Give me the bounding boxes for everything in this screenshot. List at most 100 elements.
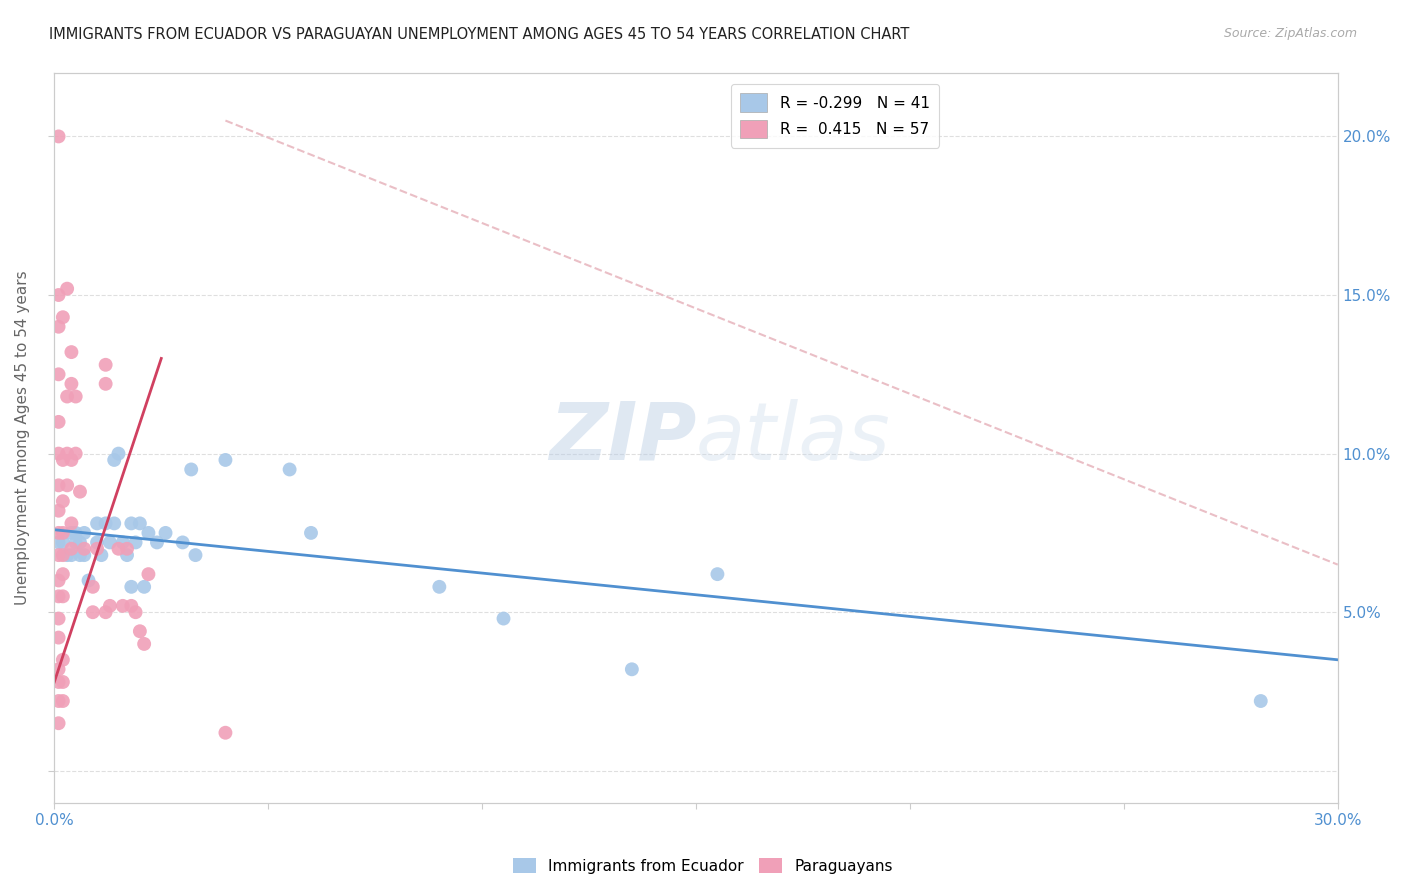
Point: [48, 548, 70, 562]
Point: [48, 129, 70, 144]
Point: [48, 415, 70, 429]
Point: [82, 580, 104, 594]
Point: [56, 478, 79, 492]
Text: Source: ZipAtlas.com: Source: ZipAtlas.com: [1223, 27, 1357, 40]
Point: [146, 535, 169, 549]
Point: [214, 725, 236, 739]
Point: [134, 637, 156, 651]
Point: [65, 447, 87, 461]
Point: [90, 548, 112, 562]
Point: [48, 504, 70, 518]
Point: [98, 599, 121, 613]
Point: [48, 611, 70, 625]
Point: [52, 653, 75, 667]
Point: [82, 605, 104, 619]
Point: [94, 358, 117, 372]
Point: [427, 580, 450, 594]
Point: [48, 574, 70, 588]
Point: [52, 567, 75, 582]
Point: [94, 605, 117, 619]
Point: [111, 599, 134, 613]
Point: [52, 694, 75, 708]
Point: [278, 462, 301, 476]
Point: [73, 541, 96, 556]
Point: [69, 484, 91, 499]
Point: [52, 525, 75, 540]
Point: [65, 525, 87, 540]
Point: [52, 453, 75, 467]
Point: [128, 516, 150, 531]
Point: [124, 535, 146, 549]
Point: [77, 574, 100, 588]
Point: [94, 376, 117, 391]
Legend: Immigrants from Ecuador, Paraguayans: Immigrants from Ecuador, Paraguayans: [508, 852, 898, 880]
Point: [52, 675, 75, 690]
Point: [52, 590, 75, 604]
Y-axis label: Unemployment Among Ages 45 to 54 years: Unemployment Among Ages 45 to 54 years: [15, 270, 30, 605]
Point: [69, 548, 91, 562]
Point: [48, 662, 70, 676]
Point: [124, 605, 146, 619]
Point: [103, 453, 125, 467]
Point: [60, 376, 83, 391]
Point: [65, 390, 87, 404]
Point: [134, 580, 156, 594]
Point: [86, 541, 108, 556]
Point: [115, 548, 138, 562]
Point: [48, 368, 70, 382]
Point: [299, 525, 322, 540]
Point: [48, 535, 70, 549]
Point: [52, 310, 75, 325]
Point: [172, 535, 194, 549]
Point: [52, 494, 75, 508]
Point: [48, 319, 70, 334]
Point: [48, 694, 70, 708]
Point: [620, 662, 643, 676]
Point: [48, 447, 70, 461]
Point: [48, 590, 70, 604]
Point: [73, 525, 96, 540]
Point: [138, 567, 160, 582]
Point: [155, 525, 177, 540]
Text: IMMIGRANTS FROM ECUADOR VS PARAGUAYAN UNEMPLOYMENT AMONG AGES 45 TO 54 YEARS COR: IMMIGRANTS FROM ECUADOR VS PARAGUAYAN UN…: [49, 27, 910, 42]
Point: [60, 548, 83, 562]
Point: [52, 548, 75, 562]
Point: [56, 548, 79, 562]
Point: [214, 453, 236, 467]
Point: [107, 541, 129, 556]
Point: [1250, 694, 1272, 708]
Point: [103, 516, 125, 531]
Point: [48, 288, 70, 302]
Point: [73, 548, 96, 562]
Point: [65, 535, 87, 549]
Point: [98, 535, 121, 549]
Point: [56, 282, 79, 296]
Point: [706, 567, 728, 582]
Point: [60, 453, 83, 467]
Point: [48, 675, 70, 690]
Point: [111, 535, 134, 549]
Point: [56, 447, 79, 461]
Point: [492, 611, 515, 625]
Point: [48, 478, 70, 492]
Point: [69, 535, 91, 549]
Point: [120, 599, 142, 613]
Point: [48, 631, 70, 645]
Point: [107, 447, 129, 461]
Legend: R = -0.299   N = 41, R =  0.415   N = 57: R = -0.299 N = 41, R = 0.415 N = 57: [731, 84, 939, 147]
Text: atlas: atlas: [696, 399, 891, 476]
Point: [120, 580, 142, 594]
Point: [115, 541, 138, 556]
Point: [60, 541, 83, 556]
Point: [184, 548, 207, 562]
Point: [56, 390, 79, 404]
Point: [120, 516, 142, 531]
Point: [86, 516, 108, 531]
Point: [180, 462, 202, 476]
Point: [86, 535, 108, 549]
Point: [52, 535, 75, 549]
Point: [48, 525, 70, 540]
Point: [128, 624, 150, 639]
Point: [60, 516, 83, 531]
Text: ZIP: ZIP: [548, 399, 696, 476]
